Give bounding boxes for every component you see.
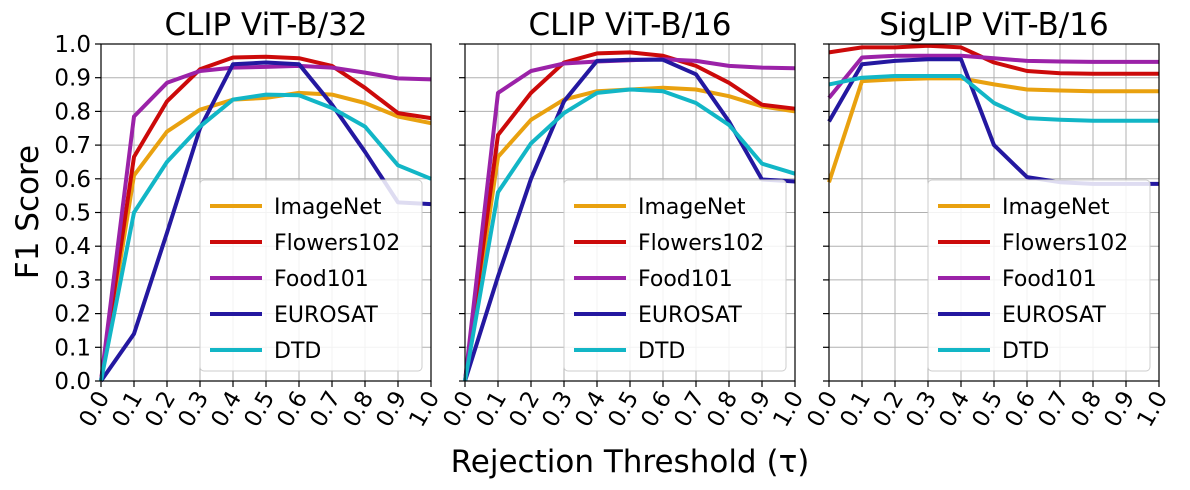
legend: ImageNet Flowers102 Food101 EUROSAT DTD — [563, 179, 787, 372]
x-tick-label: 0.2 — [868, 387, 909, 432]
x-tick-label: 0.9 — [1099, 387, 1140, 432]
panel-title: CLIP ViT-B/32 — [164, 7, 367, 43]
legend-entry-label: ImageNet — [1002, 195, 1110, 220]
y-tick-label: 0.3 — [54, 268, 91, 294]
legend-entry-label: Food101 — [1002, 267, 1097, 292]
x-tick-label: 0.2 — [140, 387, 181, 432]
x-tick-label: 0.7 — [305, 387, 346, 432]
y-tick-label: 0.9 — [54, 66, 91, 92]
y-axis-label: F1 Score — [10, 145, 46, 279]
y-tick-label: 0.0 — [54, 369, 91, 395]
legend: ImageNet Flowers102 Food101 EUROSAT DTD — [199, 179, 423, 372]
x-axis-label: Rejection Threshold (τ) — [451, 444, 810, 480]
x-tick-label: 0.9 — [371, 387, 412, 432]
legend-entry-label: ImageNet — [274, 195, 382, 220]
x-tick-label: 0.1 — [107, 387, 148, 432]
series-line-imagenet — [99, 90, 432, 382]
legend: ImageNet Flowers102 Food101 EUROSAT DTD — [927, 179, 1151, 372]
legend-entry-label: DTD — [1002, 339, 1049, 364]
legend-entry-label: EUROSAT — [274, 303, 378, 328]
x-tick-label: 0.0 — [438, 387, 479, 432]
x-tick-label: 0.7 — [1033, 387, 1074, 432]
x-tick-label: 0.4 — [206, 387, 247, 432]
series-line-flowers102 — [463, 50, 796, 382]
x-tick-label: 0.4 — [570, 387, 611, 432]
y-tick-label: 0.2 — [54, 302, 91, 328]
x-tick-label: 1.0 — [768, 387, 809, 432]
series-line-imagenet — [827, 76, 1159, 183]
x-tick-label: 0.4 — [934, 387, 975, 432]
y-tick-label: 0.5 — [54, 201, 91, 227]
legend-entry-label: Food101 — [638, 267, 733, 292]
panel-1: CLIP ViT-B/320.00.10.20.30.40.50.60.70.8… — [54, 7, 445, 432]
legend-entry-label: Food101 — [274, 267, 369, 292]
legend-box — [927, 179, 1151, 372]
x-tick-label: 0.7 — [669, 387, 710, 432]
x-tick-label: 0.8 — [338, 387, 379, 432]
series-line-dtd — [463, 87, 796, 382]
panel-3: SigLIP ViT-B/160.00.10.20.30.40.50.60.70… — [802, 7, 1173, 432]
y-tick-label: 0.6 — [54, 167, 91, 193]
legend-entry-label: Flowers102 — [1002, 231, 1128, 256]
x-tick-label: 0.8 — [702, 387, 743, 432]
x-tick-label: 0.5 — [967, 387, 1008, 432]
y-tick-label: 0.1 — [54, 335, 91, 361]
legend-entry-label: EUROSAT — [1002, 303, 1106, 328]
panel-2: CLIP ViT-B/16 0.00.10.20.30.40.50.60.70.8… — [438, 7, 809, 432]
y-tick-label: 0.4 — [54, 234, 91, 260]
legend-box — [199, 179, 423, 372]
legend-entry-label: DTD — [274, 339, 321, 364]
x-tick-label: 0.2 — [504, 387, 545, 432]
x-tick-label: 0.0 — [802, 387, 843, 432]
y-tick-label: 0.7 — [54, 133, 91, 159]
legend-entry-label: DTD — [638, 339, 685, 364]
panel-title: SigLIP ViT-B/16 — [879, 7, 1108, 43]
panel-title: CLIP ViT-B/16 — [528, 7, 731, 43]
x-tick-label: 0.6 — [272, 387, 313, 432]
series-line-dtd — [828, 74, 1159, 123]
legend-entry-label: EUROSAT — [638, 303, 742, 328]
x-tick-label: 0.3 — [173, 387, 214, 432]
legend-entry-label: Flowers102 — [274, 231, 400, 256]
y-tick-label: 0.8 — [54, 99, 91, 125]
series-line-food101 — [99, 63, 432, 382]
legend-box — [563, 179, 787, 372]
legend-entry-label: Flowers102 — [638, 231, 764, 256]
x-tick-label: 1.0 — [1132, 387, 1173, 432]
x-tick-label: 1.0 — [404, 387, 445, 432]
x-tick-label: 0.5 — [239, 387, 280, 432]
x-tick-label: 0.9 — [735, 387, 776, 432]
y-tick-label: 1.0 — [54, 32, 91, 58]
series-line-flowers102 — [99, 54, 432, 382]
series-line-dtd — [99, 92, 432, 382]
series-line-flowers102 — [828, 43, 1159, 76]
x-tick-label: 0.1 — [471, 387, 512, 432]
x-tick-label: 0.1 — [835, 387, 876, 432]
x-tick-label: 0.3 — [537, 387, 578, 432]
x-tick-label: 0.3 — [901, 387, 942, 432]
legend-entry-label: ImageNet — [638, 195, 746, 220]
x-tick-label: 0.6 — [636, 387, 677, 432]
series-line-food101 — [827, 53, 1159, 100]
series-line-eurosat — [99, 60, 432, 383]
x-tick-label: 0.8 — [1066, 387, 1107, 432]
x-tick-label: 0.6 — [1000, 387, 1041, 432]
x-tick-label: 0.5 — [603, 387, 644, 432]
